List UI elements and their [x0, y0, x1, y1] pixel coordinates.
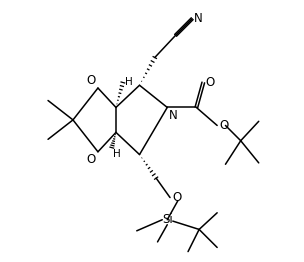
Text: O: O	[86, 153, 96, 166]
Text: O: O	[86, 74, 96, 87]
Text: O: O	[219, 119, 228, 132]
Text: Si: Si	[162, 213, 173, 226]
Text: N: N	[194, 12, 203, 25]
Text: H: H	[125, 78, 133, 88]
Text: O: O	[172, 191, 181, 204]
Text: O: O	[205, 76, 215, 89]
Text: H: H	[113, 149, 121, 159]
Text: N: N	[169, 109, 178, 122]
